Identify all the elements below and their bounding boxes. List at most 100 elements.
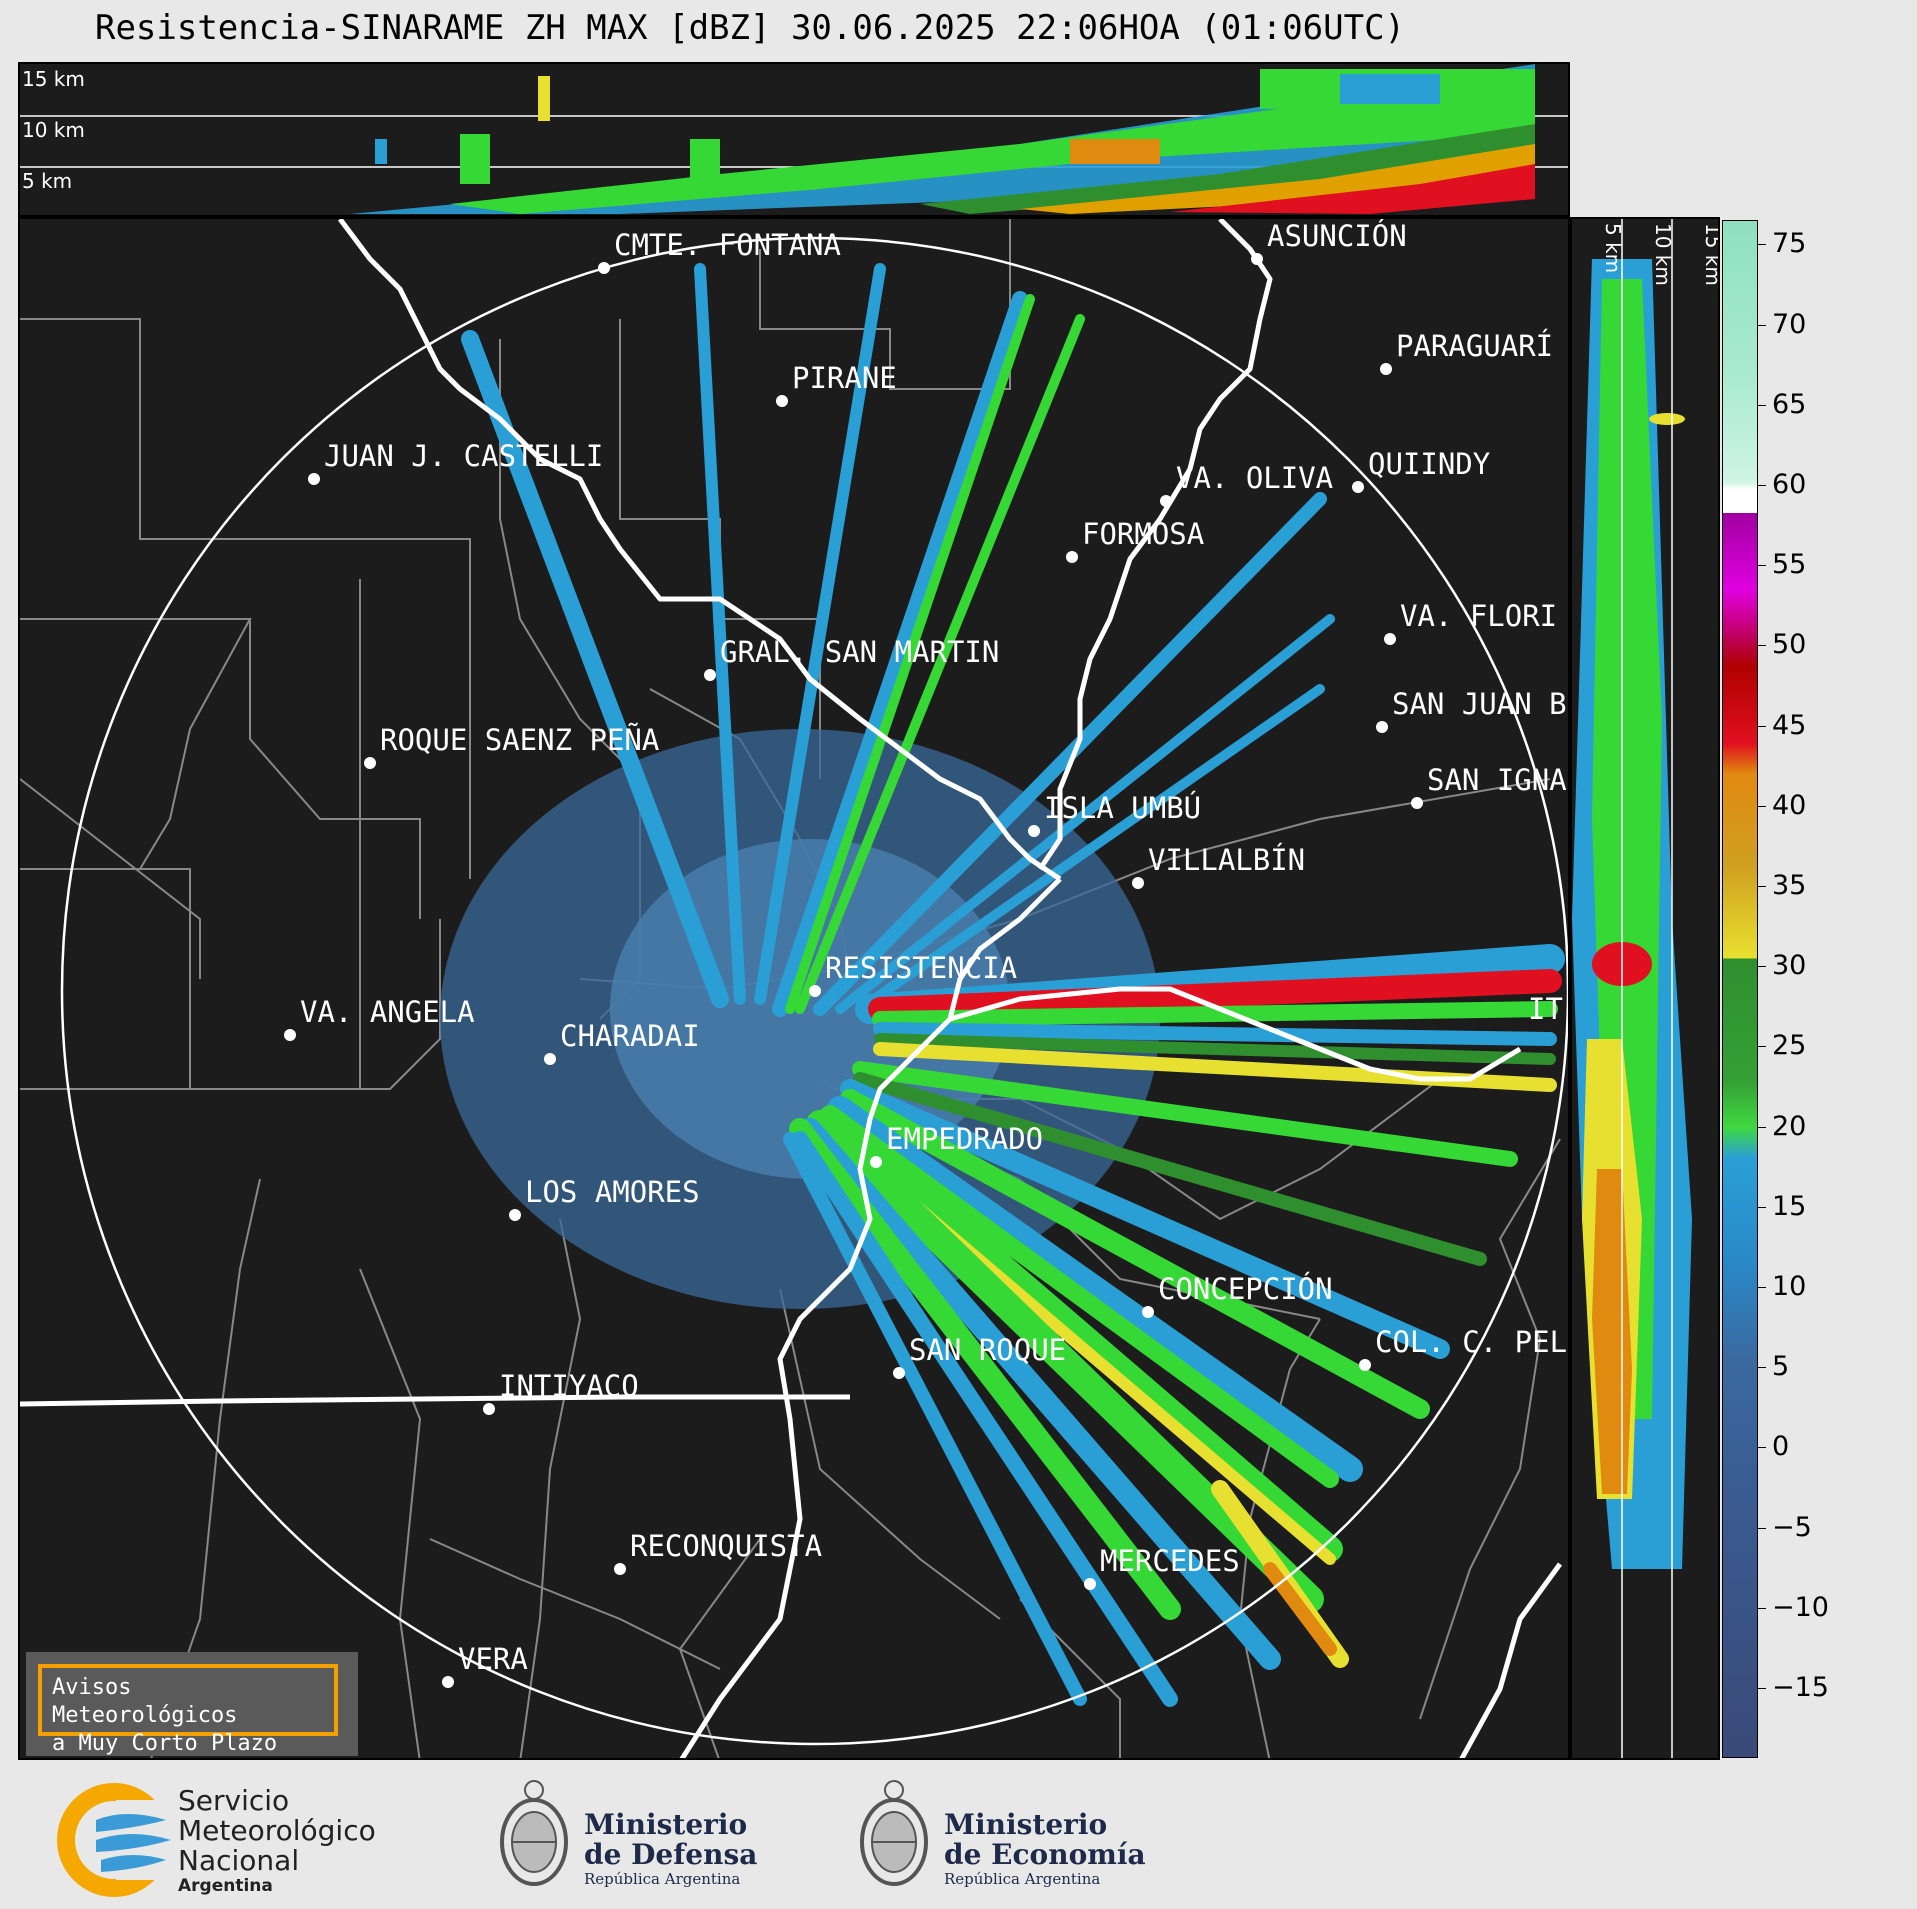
colorbar-tick: 35 (1758, 870, 1806, 901)
city-va-florida[interactable]: VA. FLORI (1384, 599, 1557, 645)
borders-and-rivers (20, 219, 1563, 1758)
colorbar-tick: 15 (1758, 1191, 1806, 1222)
svg-text:SAN IGNA: SAN IGNA (1427, 763, 1567, 797)
city-los-amores[interactable]: LOS AMORES (509, 1175, 700, 1221)
colorbar-tick: 5 (1758, 1351, 1789, 1382)
page-title: Resistencia-SINARAME ZH MAX [dBZ] 30.06.… (94, 8, 1406, 48)
svg-text:EMPEDRADO: EMPEDRADO (886, 1122, 1043, 1156)
svg-text:VA. ANGELA: VA. ANGELA (300, 995, 475, 1029)
top-height-label-10: 10 km (22, 118, 85, 142)
city-empedrado[interactable]: EMPEDRADO (870, 1122, 1043, 1168)
warning-line-1: Avisos Meteorológicos (52, 1675, 238, 1728)
colorbar-tick: 55 (1758, 549, 1806, 580)
economia-logo-text: Ministerio de Economía República Argenti… (944, 1808, 1146, 1889)
warning-line-2: a Muy Corto Plazo (52, 1731, 278, 1756)
city-concepcion[interactable]: CONCEPCIÓN (1142, 1272, 1333, 1318)
city-asuncion[interactable]: ASUNCIÓN (1251, 219, 1407, 265)
colorbar-tick: 65 (1758, 389, 1806, 420)
colorbar-tick: −15 (1758, 1672, 1829, 1703)
city-paraguari[interactable]: PARAGUARÍ (1380, 329, 1553, 375)
colorbar-tick: 10 (1758, 1271, 1806, 1302)
svg-text:COL. C. PEL: COL. C. PEL (1375, 1325, 1567, 1359)
colorbar-tick: −5 (1758, 1512, 1812, 1543)
top-height-label-15: 15 km (22, 67, 85, 91)
side-height-label-15: 15 km (1701, 223, 1720, 286)
city-markers: CMTE. FONTANA ASUNCIÓN PARAGUARÍ PIRANE … (284, 219, 1567, 1688)
svg-text:CHARADAI: CHARADAI (560, 1019, 700, 1053)
svg-text:JUAN J. CASTELLI: JUAN J. CASTELLI (324, 439, 603, 473)
warning-box[interactable]: Avisos Meteorológicos a Muy Corto Plazo (26, 1652, 358, 1756)
colorbar-tick: 45 (1758, 710, 1806, 741)
city-vera[interactable]: VERA (442, 1642, 528, 1688)
svg-text:LOS AMORES: LOS AMORES (525, 1175, 700, 1209)
warning-box-frame[interactable]: Avisos Meteorológicos a Muy Corto Plazo (38, 1664, 338, 1756)
svg-text:SAN ROQUE: SAN ROQUE (909, 1333, 1066, 1367)
svg-text:VERA: VERA (458, 1642, 528, 1676)
colorbar-tick: 40 (1758, 790, 1806, 821)
economia-coat-of-arms-icon (860, 1780, 928, 1886)
radar-echo-beams (461, 263, 1565, 1707)
colorbar-tick: 50 (1758, 629, 1806, 660)
city-formosa[interactable]: FORMOSA (1066, 517, 1204, 563)
svg-text:CMTE. FONTANA: CMTE. FONTANA (614, 228, 841, 262)
dbz-colorbar (1722, 220, 1758, 1758)
city-va-angela[interactable]: VA. ANGELA (284, 995, 475, 1041)
city-quiindy[interactable]: QUIINDY (1352, 447, 1490, 493)
city-reconquista[interactable]: RECONQUISTA (614, 1529, 822, 1575)
radar-range-ring (60, 236, 1568, 1746)
top-height-profile-panel: 15 km 10 km 5 km (18, 62, 1570, 217)
city-gral-san-martin[interactable]: GRAL. SAN MARTIN (704, 635, 999, 681)
svg-text:VILLALBÍN: VILLALBÍN (1148, 843, 1305, 877)
svg-text:PARAGUARÍ: PARAGUARÍ (1396, 329, 1553, 363)
svg-text:RESISTENCIA: RESISTENCIA (825, 951, 1017, 985)
side-height-label-5: 5 km (1601, 223, 1625, 273)
colorbar-tick: 20 (1758, 1111, 1806, 1142)
side-height-profile-panel: 5 km 10 km 15 km (1570, 217, 1720, 1760)
city-mercedes[interactable]: MERCEDES (1084, 1544, 1240, 1590)
city-intiyaco[interactable]: INTIYACO (483, 1369, 639, 1415)
svg-text:VA. OLIVA: VA. OLIVA (1176, 461, 1333, 495)
defensa-coat-of-arms-icon (500, 1780, 568, 1886)
city-cmte-fontana[interactable]: CMTE. FONTANA (598, 228, 841, 274)
colorbar-tick: 0 (1758, 1431, 1789, 1462)
svg-text:CONCEPCIÓN: CONCEPCIÓN (1158, 1272, 1333, 1306)
svg-text:ISLA UMBÚ: ISLA UMBÚ (1044, 791, 1201, 825)
radar-map-canvas[interactable]: CMTE. FONTANA ASUNCIÓN PARAGUARÍ PIRANE … (20, 219, 1570, 1760)
svg-text:SAN JUAN B: SAN JUAN B (1392, 687, 1567, 721)
footer: Servicio Meteorológico Nacional Argentin… (0, 1760, 1917, 1909)
svg-text:MERCEDES: MERCEDES (1100, 1544, 1240, 1578)
svg-text:VA. FLORI: VA. FLORI (1400, 599, 1557, 633)
city-san-roque[interactable]: SAN ROQUE (893, 1333, 1066, 1379)
city-juan-j-castelli[interactable]: JUAN J. CASTELLI (308, 439, 603, 485)
city-roque-saenz-pena[interactable]: ROQUE SAENZ PEÑA (364, 723, 659, 769)
svg-text:PIRANE: PIRANE (792, 361, 897, 395)
svg-text:INTIYACO: INTIYACO (499, 1369, 639, 1403)
city-col-c-pellegrini[interactable]: COL. C. PEL (1359, 1325, 1567, 1371)
defensa-logo-text: Ministerio de Defensa República Argentin… (584, 1808, 758, 1889)
side-profile-canvas: 5 km 10 km 15 km (1572, 219, 1720, 1758)
colorbar-tick: 60 (1758, 469, 1806, 500)
smn-logo-text: Servicio Meteorológico Nacional Argentin… (178, 1784, 376, 1897)
svg-text:RECONQUISTA: RECONQUISTA (630, 1529, 822, 1563)
city-san-juan-b[interactable]: SAN JUAN B (1376, 687, 1567, 733)
city-resistencia[interactable]: RESISTENCIA (809, 951, 1017, 997)
colorbar-tick: 30 (1758, 950, 1806, 981)
colorbar-tick: 75 (1758, 228, 1806, 259)
colorbar-tick: 25 (1758, 1030, 1806, 1061)
city-itati[interactable]: IT (1528, 992, 1563, 1026)
city-charadai[interactable]: CHARADAI (544, 1019, 700, 1065)
top-profile-canvas: 15 km 10 km 5 km (20, 64, 1568, 214)
svg-text:ROQUE SAENZ PEÑA: ROQUE SAENZ PEÑA (380, 723, 659, 757)
colorbar-tick: 70 (1758, 309, 1806, 340)
side-height-label-10: 10 km (1651, 223, 1675, 286)
city-isla-umbu[interactable]: ISLA UMBÚ (1028, 791, 1201, 837)
smn-logo-icon (57, 1783, 186, 1897)
city-pirane[interactable]: PIRANE (776, 361, 897, 407)
city-va-oliva[interactable]: VA. OLIVA (1160, 461, 1333, 507)
city-villalbin[interactable]: VILLALBÍN (1132, 843, 1305, 889)
city-san-ignacio[interactable]: SAN IGNA (1411, 763, 1567, 809)
svg-text:IT: IT (1528, 992, 1563, 1026)
svg-text:GRAL. SAN MARTIN: GRAL. SAN MARTIN (720, 635, 999, 669)
svg-text:ASUNCIÓN: ASUNCIÓN (1267, 219, 1407, 253)
radar-map-panel[interactable]: CMTE. FONTANA ASUNCIÓN PARAGUARÍ PIRANE … (18, 217, 1570, 1760)
